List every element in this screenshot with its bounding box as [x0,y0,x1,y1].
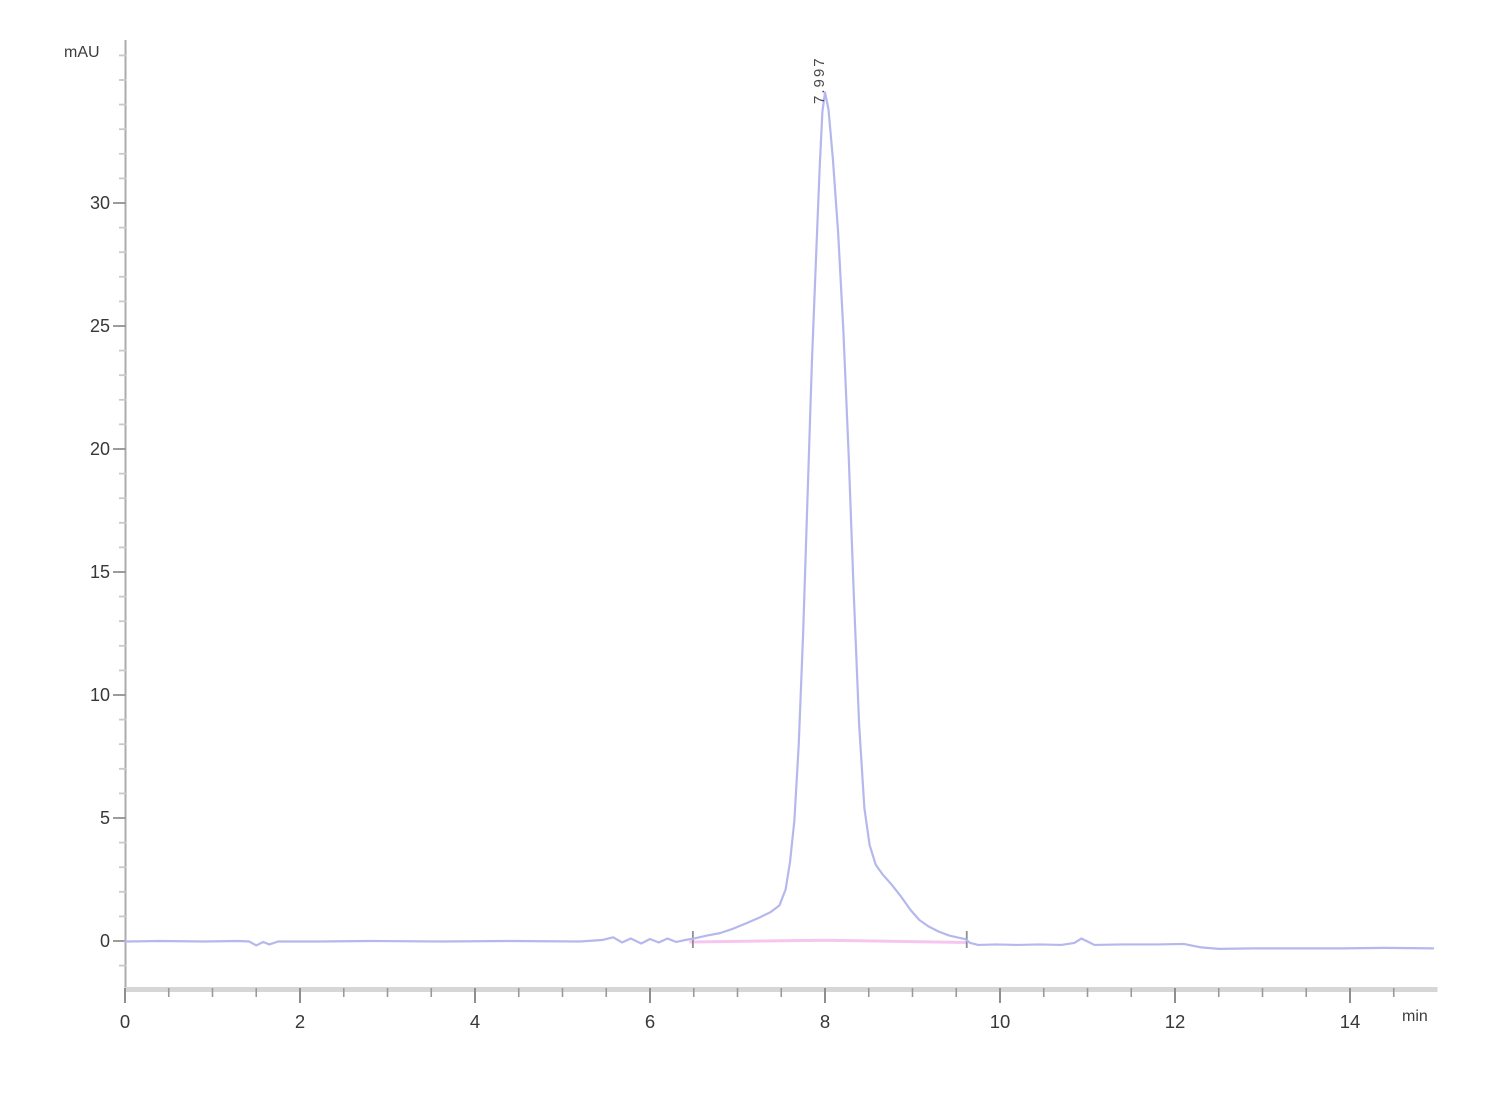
y-tick-label: 0 [100,931,110,951]
x-axis-unit-label: min [1402,1008,1428,1025]
y-tick-label: 30 [90,193,110,213]
x-tick-label: 6 [645,1011,655,1032]
y-tick-label: 5 [100,808,110,828]
y-tick-label: 15 [90,562,110,582]
x-tick-label: 12 [1165,1011,1186,1032]
signal-trace [123,91,1435,950]
y-tick-label: 25 [90,316,110,336]
x-tick-label: 14 [1340,1011,1361,1032]
x-tick-label: 4 [470,1011,480,1032]
peak-retention-time-label: 7.997 [811,56,828,104]
y-tick-label: 10 [90,685,110,705]
y-tick-label: 20 [90,439,110,459]
integration-baseline [689,938,967,944]
x-tick-label: 0 [120,1011,130,1032]
y-axis-unit-label: mAU [64,44,100,61]
x-tick-label: 8 [820,1011,830,1032]
x-tick-label: 2 [295,1011,305,1032]
x-tick-label: 10 [990,1011,1011,1032]
